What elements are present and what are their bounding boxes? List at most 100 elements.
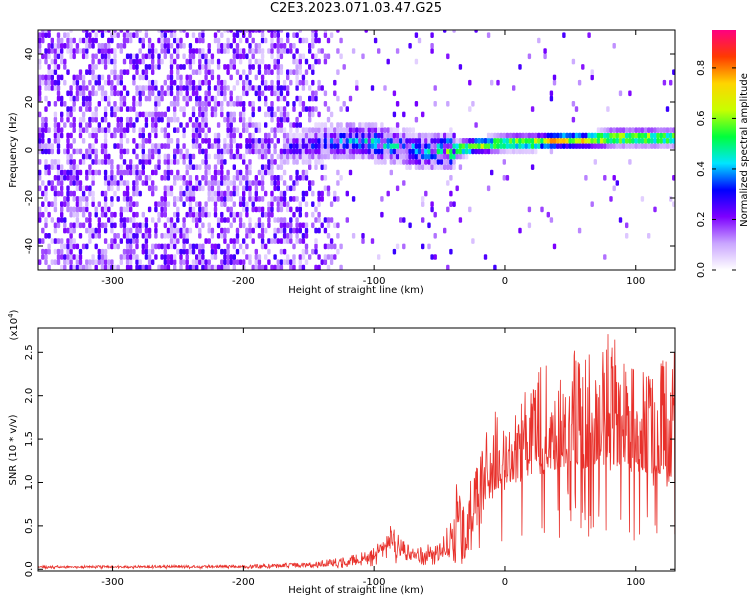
heat-cell: [590, 143, 594, 149]
heat-cell: [242, 69, 246, 75]
heat-cell: [238, 95, 243, 102]
heat-cell: [672, 69, 675, 75]
heat-cell: [232, 132, 236, 139]
heat-cell: [245, 233, 249, 239]
heat-cell: [606, 127, 610, 133]
heat-cell: [185, 90, 189, 97]
heat-cell: [449, 127, 453, 133]
heat-cell: [628, 90, 632, 97]
heat-cell: [364, 30, 368, 33]
heat-cell: [44, 159, 48, 165]
heat-cell: [292, 143, 296, 149]
heat-cell: [449, 143, 453, 149]
heat-cell: [320, 196, 324, 202]
heat-cell: [38, 37, 42, 44]
heat-cell: [195, 254, 199, 260]
heat-cell: [154, 233, 158, 239]
heat-cell: [286, 116, 290, 123]
heat-cell: [78, 185, 83, 192]
heat-cell: [276, 196, 280, 202]
y-tick-label: 20: [24, 96, 35, 109]
heat-cell: [301, 248, 306, 255]
heat-cell: [273, 217, 277, 223]
heat-cell: [248, 101, 252, 107]
heat-cell: [232, 201, 236, 207]
heat-cell: [257, 43, 262, 49]
heat-cell: [110, 185, 114, 192]
heat-cell: [238, 37, 243, 44]
heat-cell: [66, 132, 70, 139]
heat-cell: [408, 148, 412, 155]
heat-cell: [245, 79, 249, 86]
heat-cell: [248, 233, 252, 239]
heat-cell: [295, 175, 299, 181]
heat-cell: [358, 153, 362, 160]
heat-cell: [402, 180, 406, 186]
heat-cell: [195, 222, 199, 229]
heat-cell: [169, 116, 174, 123]
heat-cell: [157, 153, 161, 160]
heat-cell: [160, 116, 164, 123]
heat-cell: [163, 153, 167, 160]
heat-cell: [408, 138, 412, 144]
heat-cell: [169, 190, 174, 197]
heat-cell: [320, 164, 324, 170]
heat-cell: [110, 259, 114, 265]
heat-cell: [314, 153, 318, 160]
heat-cell: [411, 148, 415, 155]
heat-cell: [166, 264, 171, 270]
heat-cell: [333, 143, 337, 149]
heat-cell: [556, 143, 560, 149]
heat-cell: [311, 79, 315, 86]
heat-cell: [672, 143, 675, 149]
heat-cell: [204, 201, 208, 207]
heat-cell: [144, 74, 149, 81]
heat-cell: [235, 153, 240, 160]
heat-cell: [464, 143, 469, 149]
heat-cell: [160, 95, 164, 102]
heat-cell: [63, 43, 67, 49]
heat-cell: [157, 30, 161, 33]
heat-cell: [276, 259, 280, 265]
heat-cell: [113, 190, 117, 197]
heat-cell: [216, 190, 221, 197]
heat-cell: [154, 106, 158, 112]
heat-cell: [216, 222, 221, 229]
heat-cell: [56, 127, 61, 133]
heat-cell: [443, 153, 447, 160]
heat-cell: [185, 233, 189, 239]
heat-cell: [279, 48, 284, 54]
heat-cell: [257, 206, 262, 213]
heat-cell: [198, 254, 202, 260]
heat-cell: [38, 259, 42, 265]
heat-cell: [135, 211, 139, 218]
heat-cell: [201, 264, 205, 270]
heat-cell: [110, 159, 114, 165]
heat-cell: [110, 222, 114, 229]
heat-cell: [56, 217, 61, 223]
heat-cell: [254, 175, 258, 181]
heat-cell: [122, 58, 127, 65]
heat-cell: [94, 206, 98, 213]
heat-cell: [47, 48, 51, 54]
heat-cell: [173, 175, 177, 181]
heat-cell: [147, 233, 152, 239]
heat-cell: [301, 159, 306, 165]
heat-cell: [157, 159, 161, 165]
heat-cell: [38, 90, 42, 97]
heat-cell: [129, 227, 133, 234]
heat-cell: [424, 159, 428, 165]
heat-cell: [317, 127, 321, 133]
heat-cell: [41, 37, 45, 44]
heat-cell: [116, 264, 120, 270]
heat-cell: [198, 48, 202, 54]
heat-cell: [298, 227, 302, 234]
heat-cell: [355, 79, 359, 86]
heat-cell: [220, 196, 224, 202]
heat-cell: [195, 48, 199, 54]
heat-cell: [574, 143, 579, 149]
heat-cell: [122, 132, 127, 139]
heat-cell: [351, 153, 356, 160]
heat-cell: [458, 64, 463, 70]
